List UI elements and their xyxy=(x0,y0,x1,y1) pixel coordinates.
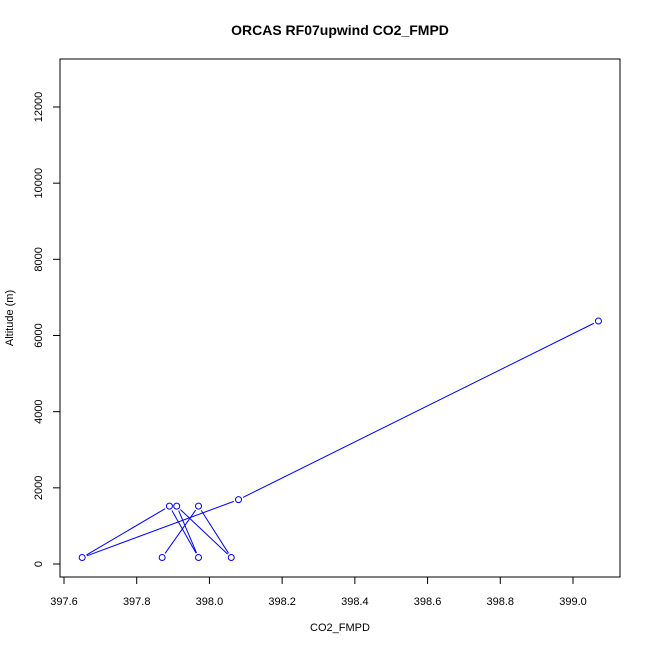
data-point xyxy=(195,502,203,510)
data-point xyxy=(594,317,602,325)
data-point xyxy=(158,554,166,562)
x-tick-label: 398.0 xyxy=(196,596,224,608)
series-layer xyxy=(78,317,602,562)
data-point xyxy=(165,502,173,510)
y-axis: 0 2000 4000 6000 8000 10000 12000 xyxy=(33,92,61,567)
data-point xyxy=(173,502,181,510)
data-point xyxy=(78,554,86,562)
y-tick-label: 6000 xyxy=(33,323,45,347)
y-tick-label: 12000 xyxy=(33,92,45,123)
y-axis-label: Altitude (m) xyxy=(4,290,16,346)
series-line-segment xyxy=(171,510,197,554)
x-tick-label: 398.2 xyxy=(268,596,296,608)
x-tick-label: 398.4 xyxy=(341,596,369,608)
y-tick-label: 0 xyxy=(33,561,45,567)
series-line-segment xyxy=(200,510,229,554)
x-axis-label: CO2_FMPD xyxy=(310,622,370,634)
x-tick-label: 397.6 xyxy=(50,596,78,608)
data-point xyxy=(227,554,235,562)
x-axis: 397.6 397.8 398.0 398.2 398.4 398.6 398.8 399.0 xyxy=(50,576,587,608)
series-line-segment xyxy=(86,508,166,556)
y-tick-label: 8000 xyxy=(33,247,45,271)
series-line-segment xyxy=(178,510,198,554)
x-tick-label: 399.0 xyxy=(559,596,587,608)
chart-title: ORCAS RF07upwind CO2_FMPD xyxy=(231,22,449,38)
y-tick-label: 2000 xyxy=(33,476,45,500)
y-tick-label: 10000 xyxy=(33,168,45,199)
series-line-segment xyxy=(242,322,595,498)
data-point xyxy=(235,496,243,504)
plot-frame xyxy=(59,58,621,578)
data-point xyxy=(195,554,203,562)
series-line-segment xyxy=(180,509,228,555)
x-tick-label: 397.8 xyxy=(123,596,151,608)
x-tick-label: 398.8 xyxy=(487,596,515,608)
x-tick-label: 398.6 xyxy=(414,596,442,608)
y-tick-label: 4000 xyxy=(33,399,45,423)
series-line-segment xyxy=(164,509,197,554)
series-line-segment xyxy=(86,500,234,557)
